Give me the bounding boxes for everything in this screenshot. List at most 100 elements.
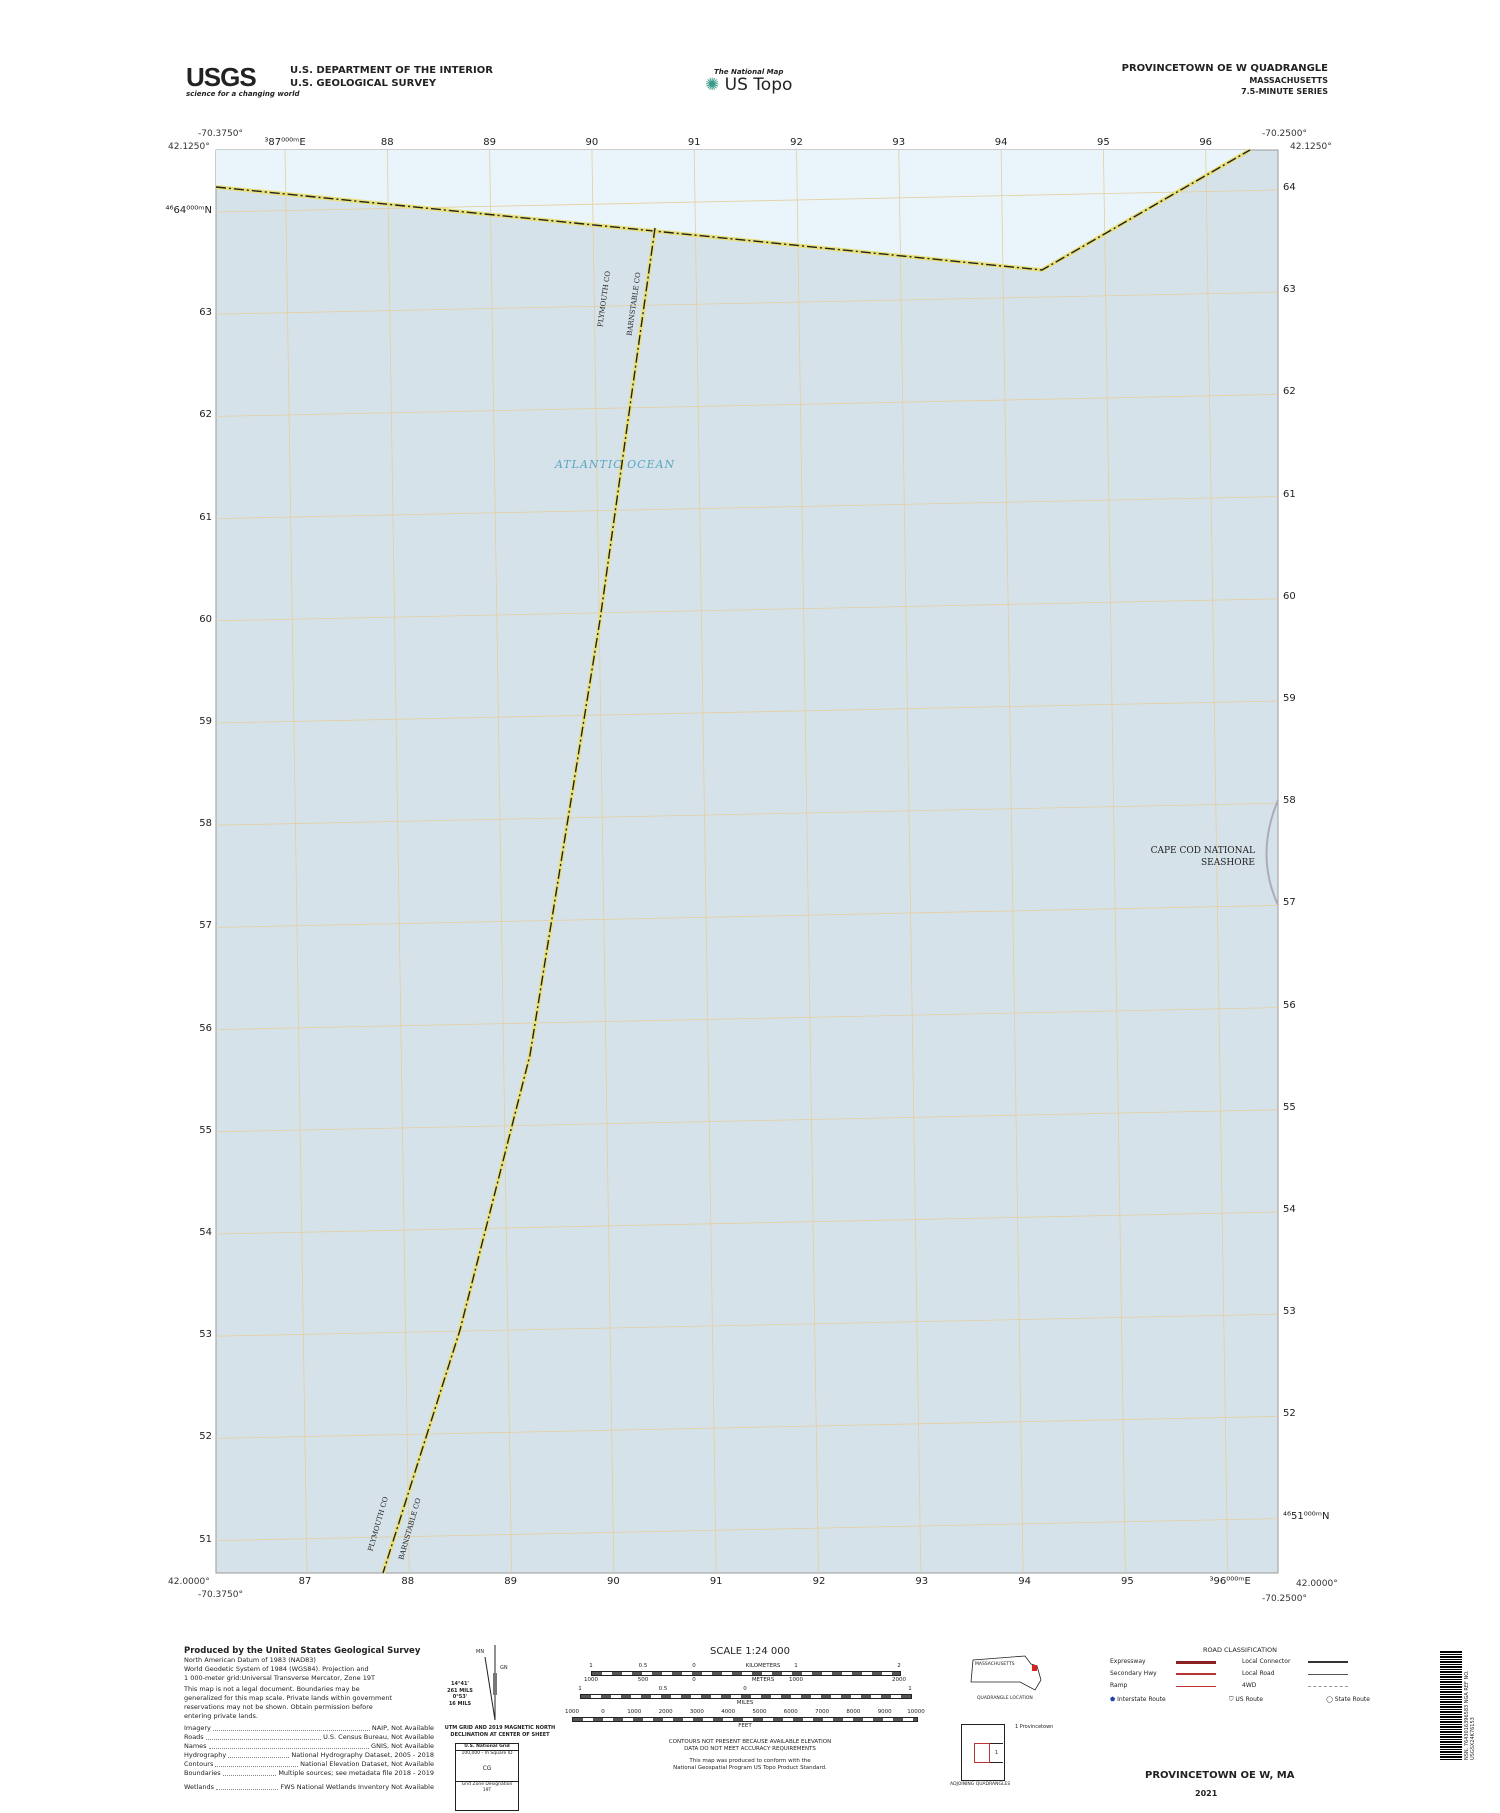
source-row: Imagery NAIP, Not Available bbox=[184, 1724, 434, 1732]
easting-label-bottom: 87 bbox=[298, 1576, 312, 1587]
mile-scale bbox=[580, 1694, 912, 1699]
grid-line-northing bbox=[215, 905, 1279, 928]
northing-label-right: 55 bbox=[1283, 1101, 1296, 1113]
feet-scale-tick: 8000 bbox=[846, 1709, 861, 1715]
water-area bbox=[215, 149, 1279, 1574]
feet-scale-tick: 10000 bbox=[907, 1709, 925, 1715]
northing-label-left: 63 bbox=[199, 307, 212, 319]
northing-label-right: 61 bbox=[1283, 488, 1296, 500]
meter-scale-tick: 2000 bbox=[892, 1677, 906, 1683]
bottom-title: PROVINCETOWN OE W, MA bbox=[1145, 1770, 1295, 1781]
grid-line-easting bbox=[693, 149, 717, 1574]
easting-label-top: 92 bbox=[790, 137, 803, 148]
state-route-circle-icon: ◯ bbox=[1326, 1696, 1333, 1703]
grid-line-easting bbox=[1205, 149, 1229, 1574]
mile-scale-tick: 1 bbox=[578, 1686, 582, 1692]
kilometer-scale-tick: 0.5 bbox=[638, 1663, 648, 1669]
feet-scale-tick: 0 bbox=[601, 1709, 605, 1715]
grid-line-easting bbox=[898, 149, 922, 1574]
easting-label-top: 93 bbox=[892, 137, 906, 148]
feet-scale-tick: 1000 bbox=[627, 1709, 642, 1715]
easting-label-top: ³87⁰⁰⁰ᵐE bbox=[264, 137, 306, 148]
easting-label-bottom: 94 bbox=[1018, 1576, 1031, 1587]
kilometer-scale-tick: 0 bbox=[692, 1663, 696, 1669]
grid-line-northing bbox=[215, 700, 1279, 724]
easting-label-bottom: 93 bbox=[915, 1576, 929, 1587]
datum-line: North American Datum of 1983 (NAD83) bbox=[184, 1656, 316, 1664]
datum-line: World Geodetic System of 1984 (WGS84). P… bbox=[184, 1665, 369, 1673]
kilometer-scale-tick: 1 bbox=[794, 1663, 798, 1669]
northing-label-right: 56 bbox=[1283, 999, 1296, 1011]
adjoining-quadrangles: 1 bbox=[961, 1724, 1005, 1781]
utm-grid bbox=[215, 149, 1279, 1574]
mile-scale-tick: 1 bbox=[908, 1686, 912, 1692]
source-row: Names GNIS, Not Available bbox=[184, 1742, 434, 1750]
kilometer-scale bbox=[591, 1671, 901, 1676]
grid-line-northing bbox=[215, 189, 1279, 213]
northing-label-left: 55 bbox=[199, 1124, 212, 1136]
easting-label-top: 89 bbox=[483, 137, 496, 148]
corner-bl-lat: 42.0000° bbox=[168, 1577, 210, 1587]
ocean-label: ATLANTIC OCEAN bbox=[555, 458, 676, 471]
road-legend-item: Ramp bbox=[1110, 1682, 1216, 1690]
northing-label-right: ⁴⁶51⁰⁰⁰ᵐN bbox=[1283, 1510, 1330, 1522]
northing-label-right: 62 bbox=[1283, 386, 1296, 398]
easting-label-bottom: 95 bbox=[1121, 1576, 1134, 1587]
feet-scale-tick: 7000 bbox=[815, 1709, 830, 1715]
interstate-shield-icon: ⬟ bbox=[1110, 1696, 1116, 1703]
easting-label-bottom: ³96⁰⁰⁰ᵐE bbox=[1209, 1576, 1251, 1587]
corner-bl-lon: -70.3750° bbox=[198, 1590, 243, 1600]
grid-line-northing bbox=[215, 1109, 1279, 1133]
grid-line-northing bbox=[215, 1007, 1279, 1030]
northing-label-left: 62 bbox=[199, 409, 212, 421]
usgs-logo: USGS science for a changing world bbox=[186, 62, 300, 98]
easting-label-top: 94 bbox=[994, 137, 1008, 148]
kilometer-scale-tick: 1 bbox=[589, 1663, 593, 1669]
northing-label-right: 52 bbox=[1283, 1408, 1296, 1420]
grid-line-easting bbox=[1103, 149, 1126, 1574]
meter-scale-tick: 1000 bbox=[584, 1677, 598, 1683]
northing-label-left: 52 bbox=[199, 1431, 212, 1443]
open-water-area bbox=[216, 150, 1250, 270]
northing-label-left: 59 bbox=[199, 716, 212, 727]
quadrangle-heading: PROVINCETOWN OE W QUADRANGLE MASSACHUSET… bbox=[1121, 63, 1328, 96]
quadrangle-location-map: MASSACHUSETTS QUADRANGLE LOCATION bbox=[965, 1652, 1055, 1702]
corner-tr-lat: 42.1250° bbox=[1290, 142, 1332, 152]
mile-scale-tick: 0.5 bbox=[658, 1686, 668, 1692]
feet-label: FEET bbox=[738, 1723, 752, 1729]
easting-label-top: 88 bbox=[380, 137, 394, 148]
edition-year: 2021 bbox=[1195, 1789, 1218, 1798]
northing-label-left: 54 bbox=[199, 1227, 212, 1238]
kilometer-scale-tick: 2 bbox=[897, 1663, 901, 1669]
northing-label-right: 63 bbox=[1283, 284, 1296, 296]
road-legend-item: Expressway bbox=[1110, 1658, 1216, 1666]
easting-label-top: 91 bbox=[687, 137, 701, 148]
legal-note-line: This map is not a legal document. Bounda… bbox=[184, 1685, 360, 1693]
northing-label-left: 53 bbox=[199, 1329, 212, 1341]
road-legend-item: Secondary Hwy bbox=[1110, 1670, 1216, 1678]
feet-scale-tick: 1000 bbox=[565, 1709, 579, 1715]
corner-tr-lon: -70.2500° bbox=[1262, 129, 1307, 139]
grid-line-northing bbox=[215, 802, 1279, 826]
grid-line-northing bbox=[215, 291, 1279, 315]
road-legend-item: Local Road bbox=[1242, 1670, 1348, 1678]
miles-label: MILES bbox=[736, 1700, 754, 1706]
easting-label-bottom: 89 bbox=[504, 1576, 517, 1587]
easting-label-bottom: 92 bbox=[812, 1576, 826, 1587]
seashore-label: CAPE COD NATIONAL SEASHORE bbox=[1150, 846, 1255, 868]
northing-label-right: 53 bbox=[1283, 1306, 1296, 1318]
meter-scale-tick: 0 bbox=[692, 1677, 696, 1683]
grid-line-northing bbox=[215, 1211, 1279, 1235]
northing-label-right: 64 bbox=[1283, 182, 1296, 193]
feet-scale-tick: 3000 bbox=[689, 1709, 704, 1715]
feet-scale-tick: 2000 bbox=[658, 1709, 673, 1715]
northing-label-right: 59 bbox=[1283, 693, 1296, 704]
grid-line-northing bbox=[215, 496, 1279, 519]
northing-label-left: 60 bbox=[199, 613, 212, 625]
county-boundary-north bbox=[215, 149, 1251, 271]
easting-label-top: 95 bbox=[1097, 137, 1110, 148]
feet-scale-tick: 5000 bbox=[752, 1709, 767, 1715]
grid-line-northing bbox=[215, 598, 1279, 622]
